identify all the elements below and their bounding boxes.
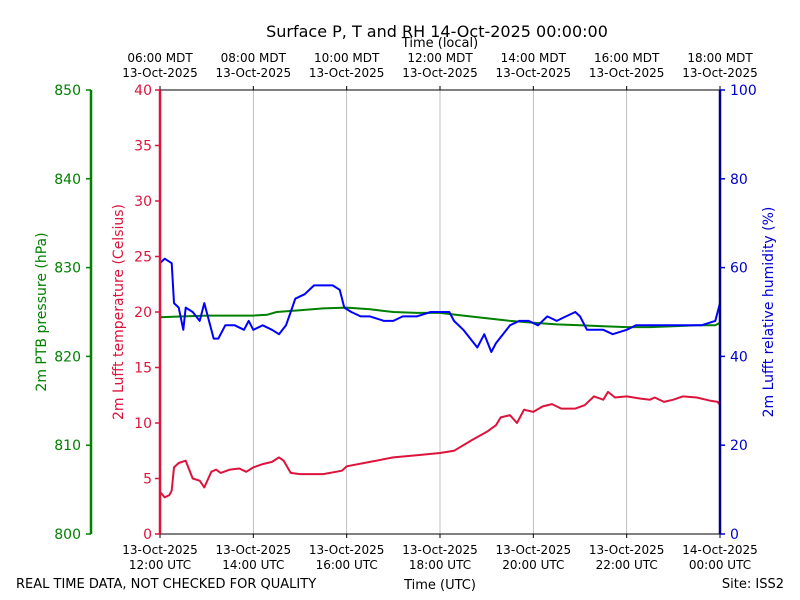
top-tick-label: 18:00 MDT	[687, 51, 753, 65]
temperature-tick-label: 35	[134, 139, 152, 155]
top-tick-label: 13-Oct-2025	[122, 66, 198, 80]
temperature-tick-label: 0	[143, 527, 152, 543]
bottom-tick-label: 13-Oct-2025	[496, 543, 572, 557]
bottom-tick-label: 22:00 UTC	[596, 558, 658, 572]
chart-title: Surface P, T and RH 14-Oct-2025 00:00:00	[266, 22, 608, 41]
footer-left: REAL TIME DATA, NOT CHECKED FOR QUALITY	[16, 577, 316, 592]
temperature-tick-label: 40	[134, 83, 152, 99]
top-tick-label: 10:00 MDT	[314, 51, 380, 65]
top-axis-label: Time (local)	[401, 36, 478, 51]
humidity-tick-label: 80	[730, 172, 748, 188]
top-tick-label: 14:00 MDT	[501, 51, 567, 65]
pressure-axis-label: 2m PTB pressure (hPa)	[34, 232, 50, 391]
top-tick-label: 08:00 MDT	[221, 51, 287, 65]
bottom-tick-label: 13-Oct-2025	[216, 543, 292, 557]
top-tick-label: 12:00 MDT	[407, 51, 473, 65]
humidity-tick-label: 60	[730, 261, 748, 277]
bottom-tick-label: 12:00 UTC	[129, 558, 191, 572]
temperature-tick-label: 25	[134, 250, 152, 266]
bottom-tick-label: 13-Oct-2025	[589, 543, 665, 557]
top-tick-label: 13-Oct-2025	[682, 66, 758, 80]
temperature-tick-label: 5	[143, 472, 152, 488]
bottom-tick-label: 13-Oct-2025	[309, 543, 385, 557]
pressure-tick-label: 840	[54, 172, 81, 188]
temperature-tick-label: 20	[134, 305, 152, 321]
temperature-tick-label: 10	[134, 416, 152, 432]
temperature-series-line	[159, 390, 721, 499]
bottom-tick-label: 13-Oct-2025	[402, 543, 478, 557]
top-tick-label: 13-Oct-2025	[402, 66, 478, 80]
pressure-tick-label: 820	[54, 349, 81, 365]
pressure-tick-label: 810	[54, 438, 81, 454]
temperature-axis-label: 2m Lufft temperature (Celsius)	[111, 204, 127, 420]
bottom-tick-label: 14-Oct-2025	[682, 543, 758, 557]
pressure-tick-label: 830	[54, 261, 81, 277]
humidity-tick-label: 40	[730, 349, 748, 365]
humidity-tick-label: 20	[730, 438, 748, 454]
humidity-series-line	[159, 257, 721, 353]
humidity-axis-label: 2m Lufft relative humidity (%)	[761, 207, 777, 418]
top-tick-label: 06:00 MDT	[127, 51, 193, 65]
humidity-tick-label: 100	[730, 83, 757, 99]
top-tick-label: 13-Oct-2025	[589, 66, 665, 80]
humidity-tick-label: 0	[730, 527, 739, 543]
top-tick-label: 16:00 MDT	[594, 51, 660, 65]
top-tick-label: 13-Oct-2025	[496, 66, 572, 80]
series-layer	[159, 257, 721, 499]
pressure-tick-label: 800	[54, 527, 81, 543]
bottom-tick-label: 14:00 UTC	[222, 558, 284, 572]
temperature-tick-label: 15	[134, 361, 152, 377]
bottom-tick-label: 18:00 UTC	[409, 558, 471, 572]
top-tick-label: 13-Oct-2025	[216, 66, 292, 80]
bottom-tick-label: 00:00 UTC	[689, 558, 751, 572]
bottom-tick-label: 13-Oct-2025	[122, 543, 198, 557]
temperature-tick-label: 30	[134, 194, 152, 210]
pressure-tick-label: 850	[54, 83, 81, 99]
top-tick-label: 13-Oct-2025	[309, 66, 385, 80]
bottom-tick-label: 20:00 UTC	[502, 558, 564, 572]
bottom-tick-label: 16:00 UTC	[316, 558, 378, 572]
footer-right: Site: ISS2	[722, 577, 784, 592]
x-axis-label: Time (UTC)	[403, 578, 476, 593]
